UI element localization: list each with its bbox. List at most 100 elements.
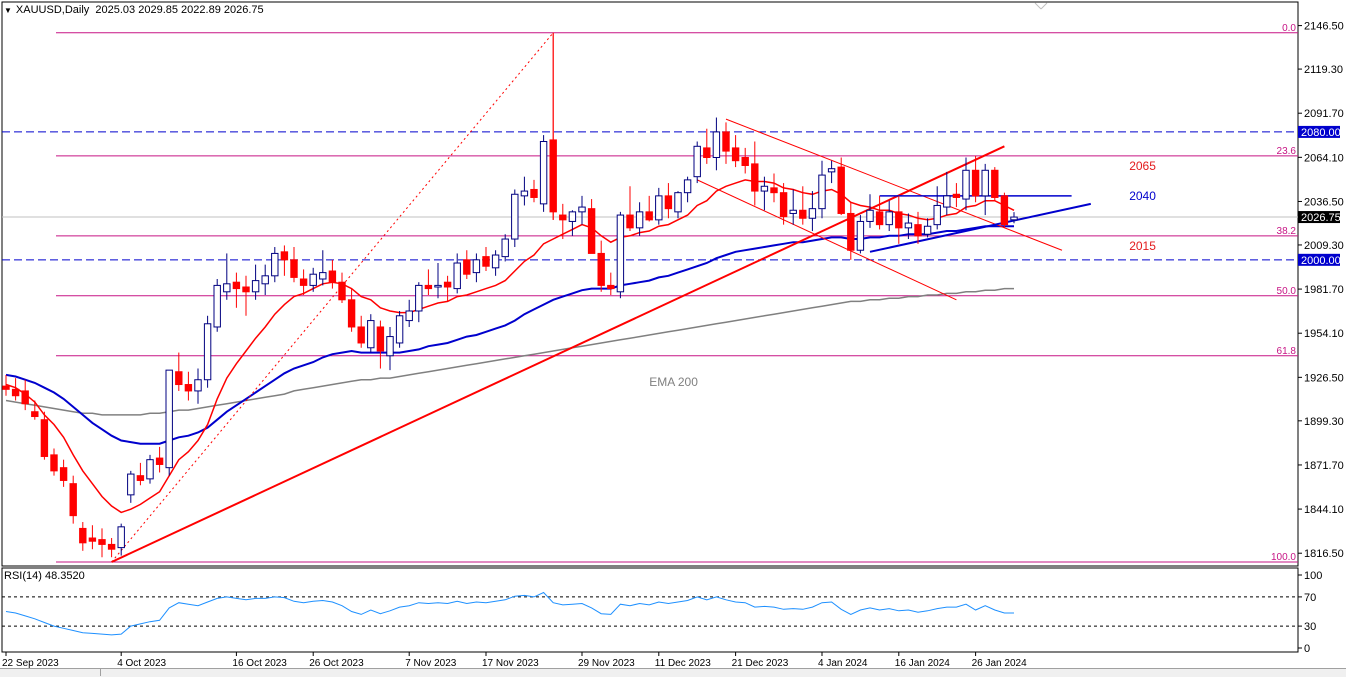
- candle-body: [271, 252, 279, 277]
- candle: [40, 411, 49, 460]
- candle-body: [885, 211, 893, 226]
- candle: [568, 210, 577, 236]
- candle-body: [424, 284, 433, 290]
- candle-body: [357, 326, 365, 344]
- candle: [501, 234, 509, 262]
- candle: [760, 176, 769, 211]
- price-tag-box: [1298, 125, 1340, 138]
- date-tick-label: 4 Oct 2023: [117, 658, 166, 668]
- candle-body: [664, 195, 673, 210]
- candle-body: [722, 131, 730, 152]
- candle-body: [50, 454, 58, 472]
- candle-body: [88, 537, 97, 542]
- candle: [117, 523, 125, 556]
- candle-body: [741, 156, 749, 166]
- candle-body: [991, 169, 999, 198]
- candle: [1000, 192, 1009, 228]
- price-tick-label: 2036.50: [1304, 196, 1344, 208]
- candle: [779, 183, 788, 225]
- candle-body: [511, 193, 519, 240]
- candle: [923, 218, 932, 238]
- candle: [31, 400, 39, 420]
- price-tick-label: 1844.10: [1304, 504, 1344, 516]
- price-tick-label: 2146.50: [1304, 21, 1344, 33]
- candle-body: [309, 273, 317, 286]
- candle: [741, 147, 749, 174]
- candle: [731, 135, 740, 168]
- candle-body: [31, 411, 39, 418]
- symbol-label: XAUUSD,Daily: [15, 4, 90, 16]
- fib-level-label: 61.8: [1277, 346, 1297, 357]
- candle-body: [856, 220, 865, 251]
- candle-body: [933, 204, 941, 226]
- candle-body: [453, 262, 461, 290]
- fibonacci-levels: 0.0 23.6 38.2 50.0 61.8 100.0: [56, 23, 1298, 563]
- candle-body: [155, 457, 164, 465]
- candle: [232, 272, 241, 308]
- candle-body: [175, 371, 183, 386]
- rsi-tick-label: 30: [1304, 621, 1316, 633]
- candle-body: [184, 384, 193, 392]
- candle: [981, 163, 989, 216]
- candle-body: [530, 188, 538, 198]
- collapse-triangle-icon[interactable]: ▼: [4, 6, 12, 15]
- candle-body: [1010, 216, 1018, 221]
- candle-body: [347, 299, 356, 328]
- level-2015-label: 2015: [1129, 239, 1156, 253]
- date-tick-label: 4 Jan 2024: [818, 658, 868, 668]
- candle-body: [290, 259, 298, 278]
- candle: [367, 314, 375, 353]
- candles: [2, 32, 1018, 558]
- candle: [107, 538, 116, 558]
- rsi-line: [5, 591, 1014, 636]
- candle-body: [808, 208, 817, 219]
- candle: [933, 186, 941, 230]
- candle: [875, 195, 884, 230]
- candle-body: [607, 284, 615, 290]
- candle: [751, 141, 759, 206]
- price-tick-label: 1981.70: [1304, 284, 1344, 296]
- candle: [635, 202, 644, 236]
- candle-body: [539, 141, 548, 205]
- candle-body: [952, 193, 961, 198]
- candle: [837, 157, 845, 216]
- ema-200-label: EMA 200: [649, 375, 698, 389]
- rsi-pane: 100 70 30 0: [2, 570, 1322, 655]
- candle-body: [981, 169, 989, 197]
- candle: [59, 459, 68, 487]
- candle: [242, 275, 250, 316]
- rsi-tick-label: 100: [1304, 570, 1322, 582]
- candle: [655, 187, 663, 225]
- candle-body: [971, 169, 980, 197]
- date-tick-label: 16 Oct 2023: [232, 658, 287, 668]
- date-tick-label: 21 Dec 2023: [732, 658, 789, 668]
- candle: [415, 282, 423, 323]
- candle-body: [443, 281, 452, 288]
- candle: [559, 203, 567, 240]
- candle: [607, 272, 615, 295]
- candle: [280, 245, 289, 276]
- candle: [703, 128, 711, 164]
- fib-level-label: 38.2: [1277, 226, 1297, 237]
- main-pane-frame: [1, 1, 1299, 567]
- candle-body: [98, 539, 106, 545]
- price-tick-label: 2119.30: [1304, 64, 1343, 76]
- candle-body: [616, 214, 625, 293]
- candle-body: [251, 280, 260, 293]
- candle-body: [280, 251, 289, 261]
- price-tick-label: 2064.10: [1304, 152, 1344, 164]
- bottom-scrollbar[interactable]: [0, 668, 1346, 677]
- ohlc-readout: 2025.03 2029.85 2022.89 2026.75: [95, 4, 264, 16]
- candle-body: [165, 369, 173, 469]
- level-2065-label: 2065: [1129, 159, 1156, 173]
- candle-body: [597, 252, 605, 286]
- candle-body: [818, 174, 826, 210]
- candle: [405, 299, 413, 327]
- rsi-tick-label: 70: [1304, 592, 1316, 604]
- fib-level-label: 0.0: [1282, 23, 1296, 34]
- price-tag-label: 2026.75: [1301, 212, 1341, 224]
- candle: [799, 186, 807, 225]
- candle-body: [261, 275, 269, 285]
- candle-body: [328, 270, 337, 283]
